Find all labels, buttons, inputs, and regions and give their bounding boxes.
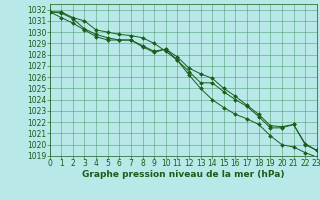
X-axis label: Graphe pression niveau de la mer (hPa): Graphe pression niveau de la mer (hPa) [82, 170, 284, 179]
